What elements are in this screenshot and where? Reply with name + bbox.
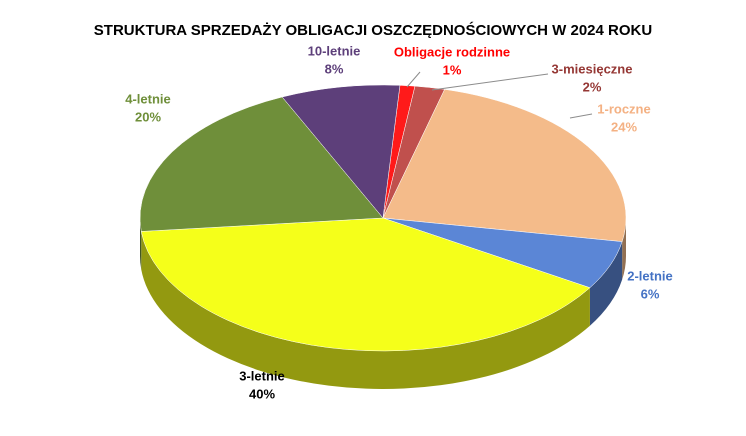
slice-label: 3-miesięczne — [552, 61, 633, 76]
value-label: 2% — [583, 79, 602, 94]
leader-line — [431, 73, 549, 91]
slice — [140, 217, 591, 352]
slice-side — [141, 231, 590, 389]
slice-side — [622, 218, 626, 280]
slice-label: 1-roczne — [597, 101, 650, 116]
value-label: 20% — [135, 109, 161, 124]
slice-label: 4-letnie — [125, 91, 171, 106]
value-label: 1% — [443, 62, 462, 77]
slice-label: 3-letnie — [239, 368, 285, 383]
slice-side — [589, 241, 623, 326]
chart-title: STRUKTURA SPRZEDAŻY OBLIGACJI OSZCZĘDNOŚ… — [94, 21, 652, 39]
slice-label: 2-letnie — [627, 268, 673, 283]
slice-label: 10-letnie — [308, 43, 361, 58]
leader-line — [406, 71, 421, 88]
value-label: 6% — [641, 286, 660, 301]
value-label: 40% — [249, 386, 275, 401]
value-label: 24% — [611, 119, 637, 134]
leader-line — [569, 113, 593, 119]
slice-label: Obligacje rodzinne — [394, 44, 510, 59]
slice — [382, 89, 627, 242]
slice — [281, 84, 401, 219]
value-label: 8% — [325, 61, 344, 76]
slice — [139, 96, 384, 232]
